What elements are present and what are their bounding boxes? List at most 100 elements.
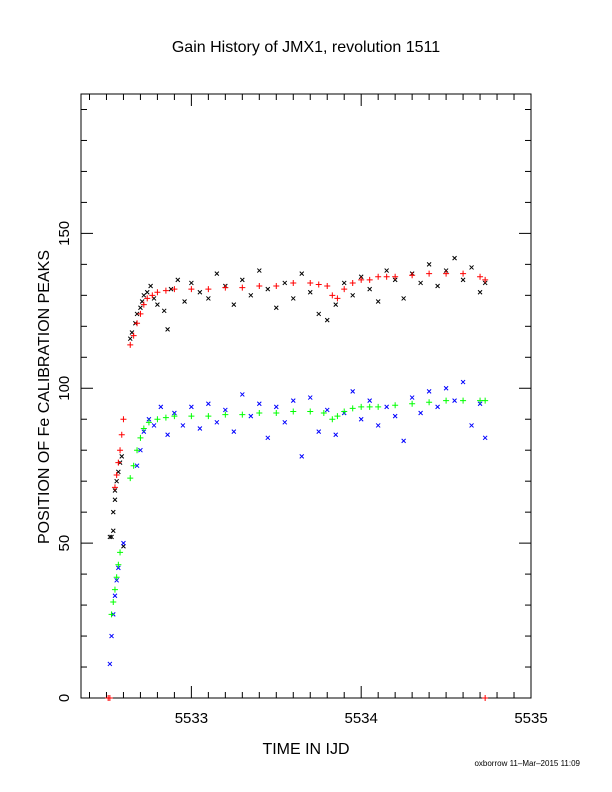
data-point (324, 317, 330, 323)
data-point (341, 286, 348, 293)
data-point (158, 404, 164, 410)
data-point (273, 283, 280, 290)
data-point (171, 286, 178, 293)
data-point (265, 435, 271, 441)
data-point (110, 598, 117, 605)
data-point (206, 401, 211, 407)
data-point (127, 475, 134, 482)
data-point (134, 320, 141, 327)
data-point (482, 695, 489, 701)
data-point (148, 283, 153, 289)
data-point (222, 407, 228, 413)
data-point (452, 255, 457, 261)
data-point (482, 280, 488, 286)
data-point (141, 429, 147, 434)
data-point (401, 296, 406, 301)
data-point (392, 277, 398, 283)
data-point (477, 289, 483, 295)
data-point (290, 279, 297, 286)
data-point (113, 471, 120, 478)
y-axis-label: POSITION OF Fe CALIBRATION PEAKS (36, 250, 53, 544)
data-point (409, 395, 415, 400)
data-point (197, 289, 203, 295)
x-tick-label: 5533 (175, 710, 208, 727)
data-point (188, 286, 195, 293)
data-point (273, 404, 279, 410)
data-point (256, 401, 262, 407)
data-point (108, 611, 115, 618)
data-point (162, 287, 169, 294)
data-point (127, 341, 134, 348)
data-point (460, 277, 466, 283)
data-point (334, 295, 341, 302)
data-point (290, 296, 296, 301)
data-point (367, 286, 373, 292)
data-point (138, 305, 143, 311)
data-point (205, 286, 212, 293)
data-point (149, 292, 156, 299)
data-point (329, 416, 336, 423)
data-point (222, 411, 229, 418)
plot-frame (80, 93, 532, 699)
series-baseline (105, 695, 489, 701)
data-point (206, 296, 211, 301)
series-high_raw (107, 255, 488, 549)
data-point (375, 273, 382, 280)
data-point (273, 410, 280, 417)
data-point (140, 301, 147, 308)
data-point (130, 462, 137, 469)
data-point (144, 289, 150, 295)
data-point (315, 281, 322, 288)
data-point (443, 385, 449, 391)
data-point (320, 410, 327, 417)
data-point (333, 432, 339, 438)
data-point (307, 289, 313, 295)
data-point (469, 423, 474, 428)
data-point (248, 413, 254, 419)
data-point (172, 410, 177, 416)
data-point (154, 416, 161, 423)
data-point (418, 410, 423, 416)
data-point (299, 271, 305, 277)
data-point (307, 408, 314, 415)
data-point (117, 549, 124, 556)
data-point (426, 399, 433, 406)
data-point (366, 403, 373, 410)
data-point (239, 277, 245, 283)
data-point (130, 332, 137, 339)
data-point (239, 284, 246, 291)
data-point (137, 310, 144, 317)
data-point (418, 280, 423, 286)
data-point (358, 274, 364, 280)
data-point (114, 577, 120, 583)
data-point (182, 299, 187, 304)
data-point (316, 311, 322, 317)
data-point (392, 413, 398, 419)
data-point (375, 423, 381, 428)
y-tick-label: 0 (56, 694, 73, 702)
data-point (161, 308, 167, 314)
axis-ticks: 5533 5534 5535 0 50 100 150 (56, 94, 548, 727)
data-point (188, 413, 195, 420)
data-point (324, 283, 331, 290)
data-point (137, 434, 144, 441)
data-point (231, 429, 237, 434)
data-point (290, 408, 297, 415)
data-point (477, 273, 484, 280)
data-point (134, 447, 141, 454)
data-point (482, 276, 489, 283)
data-point (155, 302, 160, 307)
data-point (329, 292, 336, 299)
y-tick-label: 100 (56, 376, 73, 401)
data-point (109, 633, 114, 639)
data-point (333, 302, 339, 307)
data-point (375, 299, 381, 304)
data-point (256, 410, 263, 417)
data-point (341, 280, 347, 286)
data-point (443, 270, 450, 277)
data-point (134, 311, 140, 317)
data-point (367, 398, 373, 403)
x-axis-label: TIME IN IJD (262, 741, 349, 758)
data-point (341, 408, 348, 415)
data-point (443, 268, 449, 273)
